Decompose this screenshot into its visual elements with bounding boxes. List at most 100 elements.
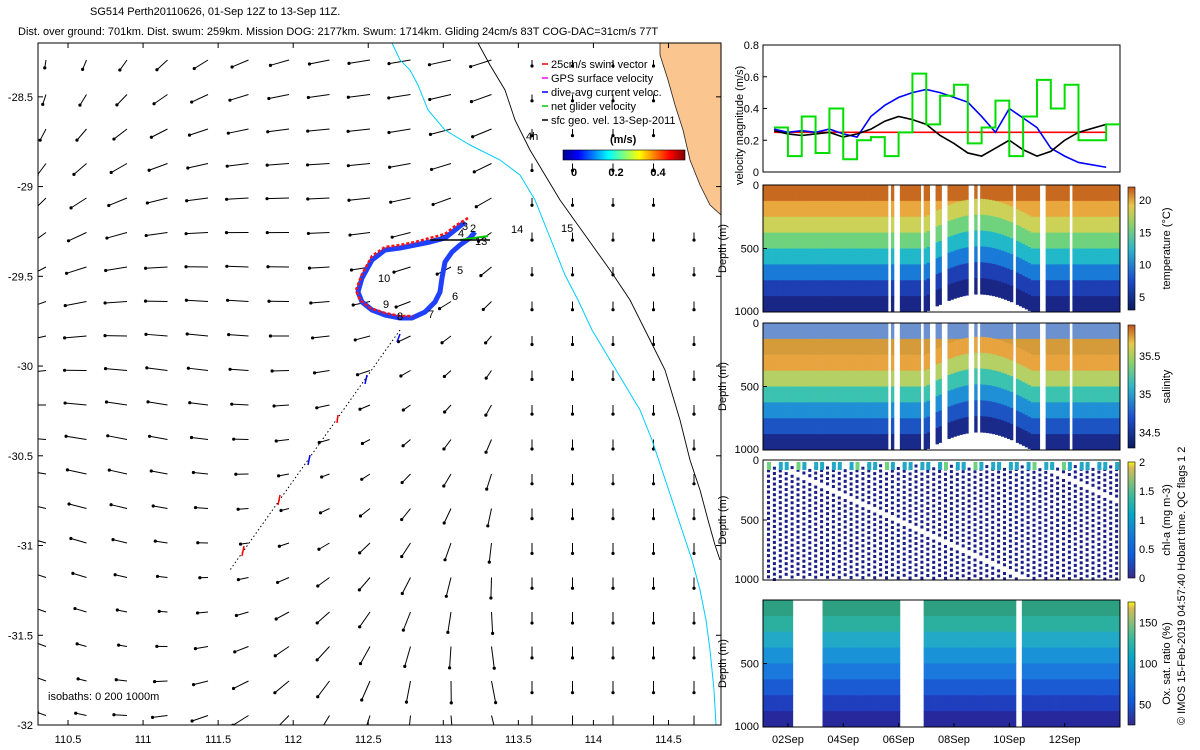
section-cell bbox=[763, 264, 767, 281]
chl-sample bbox=[849, 549, 853, 553]
chl-sample bbox=[908, 498, 912, 502]
chl-sample bbox=[991, 462, 996, 470]
section-cell bbox=[908, 185, 913, 202]
section-cell bbox=[938, 240, 942, 258]
geo-velocity-arrowhead bbox=[63, 336, 67, 340]
geo-velocity-arrow bbox=[227, 163, 249, 167]
chl-sample bbox=[802, 506, 806, 510]
section-cell bbox=[953, 695, 957, 712]
section-cell bbox=[825, 631, 829, 649]
section-cell bbox=[962, 647, 966, 664]
section-cell bbox=[1105, 386, 1109, 403]
geo-velocity-arrowhead bbox=[306, 95, 310, 100]
section-cell bbox=[879, 232, 883, 249]
geo-velocity-arrowhead bbox=[442, 374, 447, 379]
section-cell bbox=[864, 402, 868, 419]
chl-sample bbox=[1003, 547, 1006, 551]
geo-velocity-arrowhead bbox=[62, 368, 67, 372]
geo-velocity-arrowhead bbox=[43, 66, 47, 70]
section-cell bbox=[882, 647, 886, 664]
section-cell bbox=[1024, 600, 1029, 617]
section-cell bbox=[980, 416, 984, 433]
section-cell bbox=[846, 434, 850, 451]
section-cell bbox=[789, 370, 794, 387]
section-cell bbox=[849, 402, 853, 419]
chl-sample bbox=[1050, 547, 1054, 551]
section-cell bbox=[771, 185, 776, 202]
section-cell bbox=[882, 695, 886, 712]
chl-sample bbox=[837, 512, 841, 516]
section-cell bbox=[1114, 631, 1118, 649]
geo-velocity-arrow bbox=[318, 542, 330, 550]
section-cell bbox=[980, 214, 984, 232]
chl-sample bbox=[1091, 540, 1095, 544]
geo-velocity-arrowhead bbox=[392, 270, 396, 274]
section-cell bbox=[786, 323, 791, 340]
chl-sample bbox=[1067, 508, 1071, 512]
section-cell bbox=[884, 418, 889, 435]
section-cell bbox=[998, 663, 1002, 680]
section-cell bbox=[1075, 386, 1079, 403]
section-cell bbox=[789, 711, 794, 728]
section-cell bbox=[763, 647, 767, 664]
chl-sample bbox=[879, 520, 883, 524]
chl-sample bbox=[784, 525, 788, 529]
chl-sample bbox=[961, 569, 965, 572]
geo-velocity-arrowhead bbox=[192, 66, 196, 71]
geo-velocity-arrowhead bbox=[25, 503, 28, 506]
chl-sample bbox=[949, 464, 953, 468]
section-cell bbox=[980, 185, 984, 202]
chl-sample bbox=[808, 482, 812, 486]
section-cell bbox=[923, 695, 928, 712]
chl-sample bbox=[1056, 481, 1060, 485]
section-cell bbox=[864, 647, 868, 664]
map-x-tick-label: 112 bbox=[284, 734, 302, 746]
chl-sample bbox=[979, 510, 983, 514]
geo-velocity-arrowhead bbox=[611, 342, 615, 347]
section-cell bbox=[1063, 663, 1067, 680]
section-cell bbox=[828, 402, 832, 419]
section-cell bbox=[1114, 418, 1118, 435]
section-cell bbox=[873, 663, 877, 680]
section-cell bbox=[890, 323, 895, 340]
section-cell bbox=[959, 248, 963, 266]
section-cell bbox=[840, 386, 844, 403]
chl-sample bbox=[979, 520, 983, 524]
chl-sample bbox=[885, 528, 888, 532]
chl-sample bbox=[938, 485, 942, 489]
section-cell bbox=[965, 401, 969, 418]
section-cell bbox=[849, 323, 853, 340]
chl-sample bbox=[985, 523, 989, 527]
section-cell bbox=[1060, 695, 1064, 712]
section-cell bbox=[849, 615, 853, 633]
section-cell bbox=[1108, 296, 1112, 313]
geo-velocity-arrow bbox=[277, 577, 290, 583]
chl-sample bbox=[885, 493, 888, 497]
geo-velocity-arrowhead bbox=[401, 444, 405, 448]
section-cell bbox=[837, 185, 841, 202]
section-cell bbox=[1066, 631, 1070, 649]
chl-sample bbox=[997, 539, 1001, 543]
section-cell bbox=[1066, 370, 1070, 387]
geo-velocity-arrowhead bbox=[196, 541, 200, 545]
section-cell bbox=[1111, 248, 1115, 265]
chl-sample bbox=[920, 488, 924, 492]
section-cell bbox=[926, 600, 930, 617]
section-cell bbox=[1001, 404, 1005, 421]
chl-sample bbox=[1038, 558, 1042, 562]
chl-sample bbox=[767, 548, 770, 552]
chl-sample bbox=[867, 568, 871, 572]
section-cell bbox=[932, 615, 936, 633]
chl-sample bbox=[902, 462, 907, 470]
chl-sample bbox=[873, 477, 877, 481]
chl-sample bbox=[1115, 535, 1119, 539]
section-cell bbox=[1114, 711, 1118, 728]
section-cell bbox=[1093, 418, 1097, 435]
section-cell bbox=[962, 263, 966, 281]
chl-sample bbox=[820, 504, 824, 508]
section-cell bbox=[810, 216, 814, 234]
section-cell bbox=[899, 248, 904, 265]
geo-velocity-arrowhead bbox=[307, 62, 312, 66]
section-cell bbox=[923, 402, 928, 419]
section-cell bbox=[843, 280, 847, 297]
